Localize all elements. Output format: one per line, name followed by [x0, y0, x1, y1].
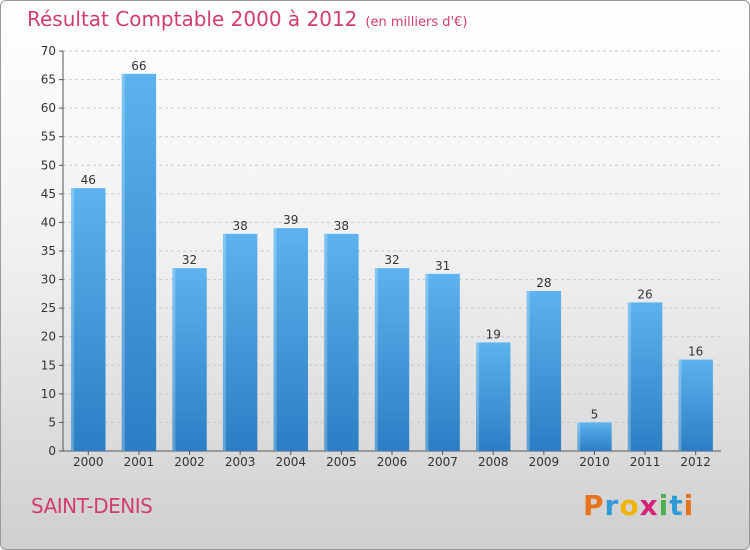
y-tick-label: 25 [41, 301, 56, 315]
bar [273, 228, 308, 451]
bar [476, 342, 511, 451]
data-label: 38 [334, 219, 349, 233]
bar-highlight [476, 342, 480, 451]
bar-highlight [273, 228, 277, 451]
x-tick-label: 2004 [275, 455, 306, 469]
bar-highlight [172, 268, 176, 451]
x-tick-label: 2005 [326, 455, 357, 469]
bar [577, 422, 612, 451]
data-label: 32 [182, 253, 197, 267]
y-tick-label: 60 [41, 101, 56, 115]
data-label: 66 [131, 59, 146, 73]
y-tick-label: 15 [41, 358, 56, 372]
bar-highlight [222, 233, 226, 451]
x-tick-label: 2007 [427, 455, 458, 469]
x-tick-label: 2011 [630, 455, 661, 469]
data-label: 5 [591, 407, 599, 421]
chart-subtitle: (en milliers d'€) [365, 15, 468, 30]
chart-title: Résultat Comptable 2000 à 2012 (en millie… [27, 7, 467, 31]
x-tick-label: 2001 [124, 455, 155, 469]
bar-highlight [324, 233, 328, 451]
x-tick-label: 2010 [579, 455, 610, 469]
logo-letter: x [639, 489, 659, 522]
bars [71, 73, 713, 451]
logo-letter: o [619, 489, 640, 522]
y-tick-label: 70 [41, 44, 56, 58]
x-tick-label: 2012 [680, 455, 711, 469]
y-tick-label: 55 [41, 130, 56, 144]
x-tick-label: 2000 [73, 455, 104, 469]
bar-highlight [374, 268, 378, 451]
y-tick-label: 0 [48, 444, 56, 458]
data-label: 46 [81, 173, 96, 187]
commune-name: SAINT-DENIS [31, 494, 153, 518]
y-tick-label: 10 [41, 387, 56, 401]
bar-highlight [678, 359, 682, 451]
proxiti-logo: Proxiti [583, 489, 694, 522]
bar [324, 233, 359, 451]
bar-highlight [577, 422, 581, 451]
bar-highlight [121, 73, 125, 451]
y-tick-label: 65 [41, 73, 56, 87]
y-tick-label: 35 [41, 244, 56, 258]
bar-highlight [627, 302, 631, 451]
data-label: 16 [688, 345, 703, 359]
data-label: 31 [435, 259, 450, 273]
bar [172, 268, 207, 451]
title-text: Résultat Comptable 2000 à 2012 [27, 7, 358, 31]
logo-letter: i [658, 489, 670, 522]
bar [374, 268, 410, 451]
y-tick-label: 45 [41, 187, 56, 201]
x-tick-label: 2009 [529, 455, 560, 469]
bar [71, 188, 106, 451]
bar [121, 73, 157, 451]
bar-highlight [425, 273, 429, 451]
logo-letter: r [604, 489, 620, 522]
bar [222, 233, 258, 451]
x-tick-label: 2003 [225, 455, 256, 469]
x-tick-label: 2002 [174, 455, 205, 469]
x-tick-label: 2006 [377, 455, 408, 469]
data-label: 39 [283, 213, 298, 227]
y-tick-label: 40 [41, 215, 56, 229]
y-tick-label: 30 [41, 273, 56, 287]
bar-highlight [526, 291, 530, 451]
bar [526, 291, 562, 451]
logo-letter: P [583, 489, 605, 522]
bar-highlight [71, 188, 75, 451]
y-tick-label: 20 [41, 330, 56, 344]
bar [678, 359, 713, 451]
axes: 0 5 10 15 20 25 30 35 40 45 50 55 60 65 70 2000 2001 2002… [41, 44, 721, 469]
data-label: 19 [486, 327, 501, 341]
bar [425, 273, 460, 451]
data-label: 26 [637, 287, 652, 301]
y-tick-label: 5 [48, 415, 56, 429]
labels: 46 66 32 38 39 38 32 31 19 28 5 26 16 [81, 59, 704, 422]
x-tick-label: 2008 [478, 455, 509, 469]
y-tick-label: 50 [41, 158, 56, 172]
data-label: 32 [384, 253, 399, 267]
bar [627, 302, 663, 451]
logo-letter: i [683, 489, 695, 522]
data-label: 28 [536, 276, 551, 290]
data-label: 38 [233, 219, 248, 233]
logo-letter: t [669, 489, 684, 522]
